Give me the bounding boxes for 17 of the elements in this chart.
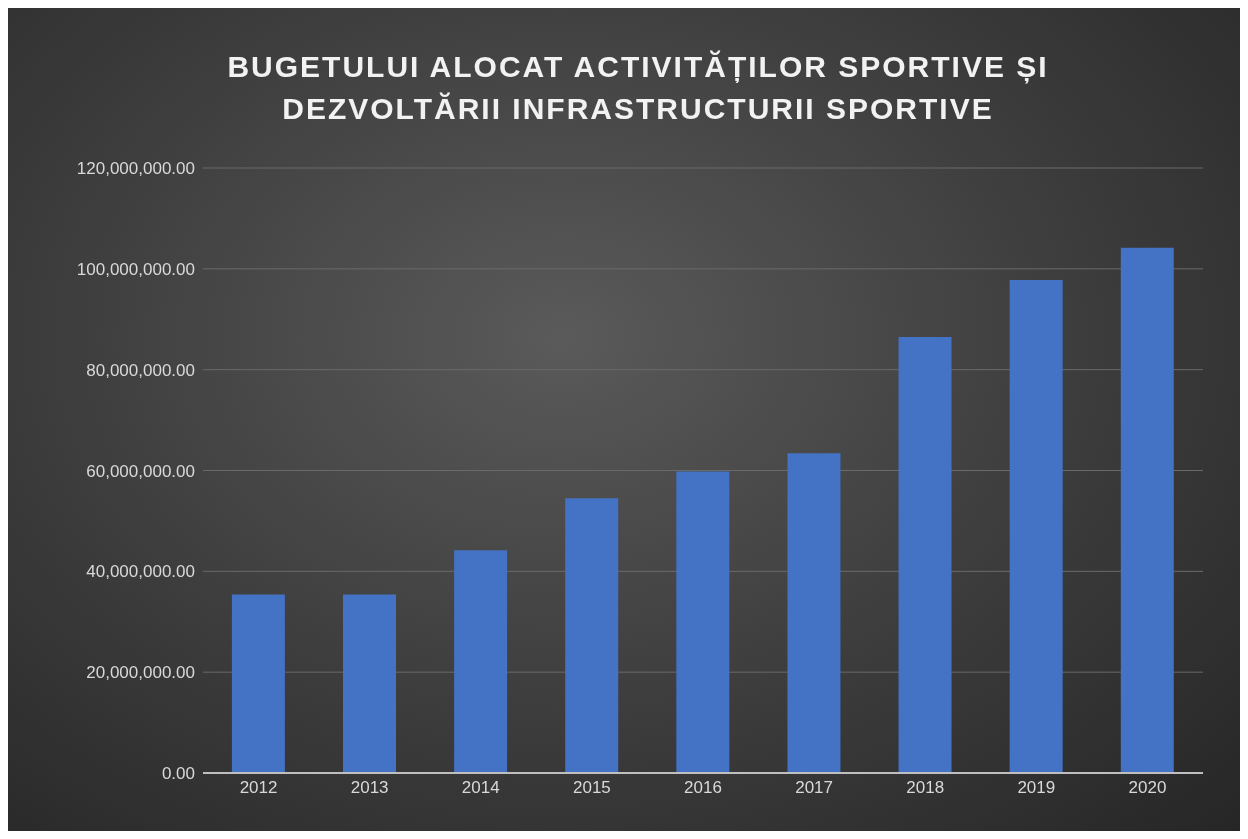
y-tick-label: 40,000,000.00 — [86, 562, 195, 582]
y-tick-label: 60,000,000.00 — [86, 461, 195, 481]
x-tick-label: 2016 — [684, 778, 722, 798]
chart-title: BUGETULUI ALOCAT ACTIVITĂȚILOR SPORTIVE ȘI DEZVOLTĂRII INFRASTRUCTURII SPORTIVE — [226, 49, 1050, 127]
x-tick-label: 2012 — [239, 778, 278, 798]
x-tick-label: 2020 — [1128, 778, 1167, 798]
x-tick-label: 2018 — [906, 778, 945, 798]
y-tick-label: 100,000,000.00 — [76, 259, 195, 279]
x-tick-label: 2014 — [461, 778, 500, 798]
x-tick-label: 2015 — [572, 778, 611, 798]
y-tick-label: 120,000,000.00 — [76, 159, 195, 179]
y-tick-label: 20,000,000.00 — [86, 663, 195, 683]
x-tick-label: 2017 — [795, 778, 834, 798]
x-tick-label: 2019 — [1017, 778, 1056, 798]
y-tick-label: 80,000,000.00 — [86, 360, 195, 380]
y-tick-label: 0.00 — [161, 764, 195, 784]
x-tick-label: 2013 — [350, 778, 389, 798]
